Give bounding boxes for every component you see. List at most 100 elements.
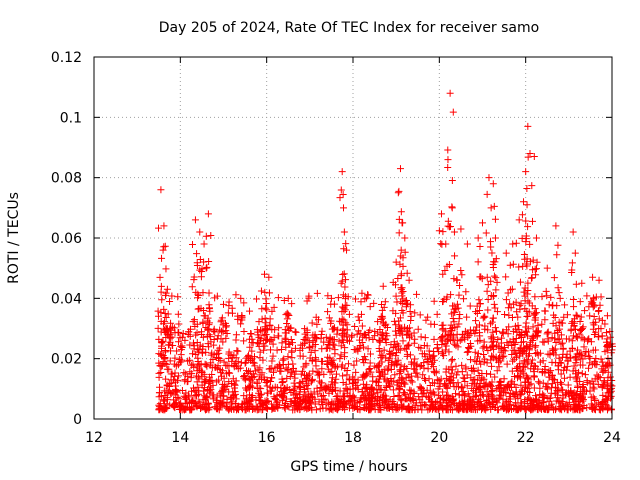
data-point: [161, 354, 169, 362]
data-point: [275, 401, 283, 409]
data-point: [524, 279, 532, 287]
data-point: [336, 194, 344, 202]
data-point: [538, 320, 546, 328]
data-point: [339, 379, 347, 387]
data-point: [572, 373, 580, 381]
data-point: [409, 403, 417, 411]
data-point: [275, 332, 283, 340]
data-point: [157, 350, 165, 358]
data-point: [607, 349, 615, 357]
data-point: [490, 202, 498, 210]
data-point: [338, 331, 346, 339]
data-point: [361, 403, 369, 411]
data-point: [527, 274, 535, 282]
data-point: [305, 294, 313, 302]
data-point: [581, 371, 589, 379]
data-point: [203, 362, 211, 370]
data-point: [281, 399, 289, 407]
data-point: [498, 334, 506, 342]
data-point: [339, 401, 347, 409]
data-point: [401, 248, 409, 256]
data-point: [154, 324, 162, 332]
data-point: [581, 307, 589, 315]
data-point: [524, 312, 532, 320]
data-point: [485, 392, 493, 400]
data-point: [276, 362, 284, 370]
data-point: [392, 331, 400, 339]
data-point: [503, 360, 511, 368]
data-point: [273, 346, 281, 354]
data-point: [435, 404, 443, 412]
data-point: [266, 315, 274, 323]
data-point: [201, 378, 209, 386]
data-point: [401, 344, 409, 352]
data-point: [487, 333, 495, 341]
data-point: [318, 365, 326, 373]
data-point: [570, 303, 578, 311]
data-point: [528, 405, 536, 413]
data-point: [188, 283, 196, 291]
data-point: [243, 395, 251, 403]
data-point: [526, 240, 534, 248]
data-point: [439, 270, 447, 278]
data-point: [416, 383, 424, 391]
data-point: [463, 371, 471, 379]
data-point: [493, 308, 501, 316]
data-point: [452, 390, 460, 398]
data-point: [484, 306, 492, 314]
data-point: [375, 360, 383, 368]
data-point: [489, 293, 497, 301]
data-point: [201, 405, 209, 413]
data-point: [396, 165, 404, 173]
data-point: [269, 352, 277, 360]
data-point: [174, 293, 182, 301]
data-point: [474, 400, 482, 408]
data-point: [246, 307, 254, 315]
y-tick-label: 0.1: [60, 110, 82, 126]
y-tick-label: 0.08: [51, 171, 82, 187]
data-point: [384, 362, 392, 370]
data-point: [471, 348, 479, 356]
data-point: [573, 377, 581, 385]
data-point: [548, 334, 556, 342]
data-point: [395, 317, 403, 325]
data-point: [342, 276, 350, 284]
data-point: [352, 368, 360, 376]
data-point: [422, 316, 430, 324]
data-point: [156, 362, 164, 370]
data-point: [479, 314, 487, 322]
data-point: [598, 404, 606, 412]
data-point: [194, 348, 202, 356]
data-point: [460, 392, 468, 400]
data-point: [531, 316, 539, 324]
data-point: [396, 383, 404, 391]
data-point: [463, 401, 471, 409]
data-point: [325, 314, 333, 322]
data-point: [439, 337, 447, 345]
data-point: [367, 404, 375, 412]
data-point: [411, 355, 419, 363]
data-point: [570, 362, 578, 370]
data-point: [527, 397, 535, 405]
data-point: [428, 389, 436, 397]
data-point: [320, 370, 328, 378]
data-point: [158, 254, 166, 262]
data-point: [245, 335, 253, 343]
data-point: [253, 339, 261, 347]
data-point: [253, 403, 261, 411]
data-point: [263, 336, 271, 344]
data-point: [227, 352, 235, 360]
data-point: [198, 328, 206, 336]
data-point: [423, 358, 431, 366]
data-point: [500, 405, 508, 413]
data-point: [228, 357, 236, 365]
data-point: [290, 379, 298, 387]
data-point: [325, 406, 333, 414]
data-point: [253, 295, 261, 303]
data-point: [257, 326, 265, 334]
data-point: [474, 350, 482, 358]
data-point: [598, 358, 606, 366]
data-point: [361, 295, 369, 303]
data-point: [217, 369, 225, 377]
